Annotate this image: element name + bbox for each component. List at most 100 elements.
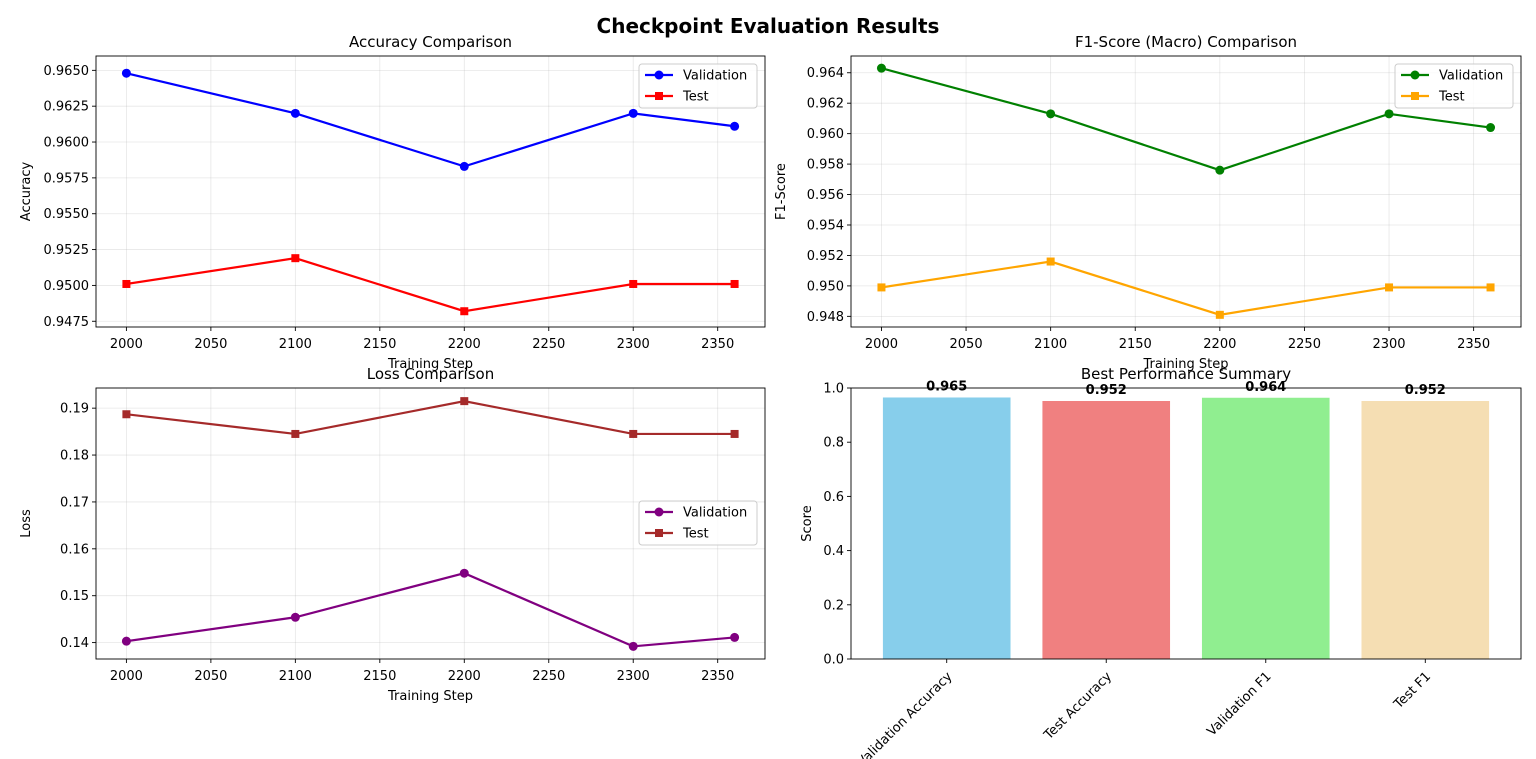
data-point xyxy=(291,429,300,438)
x-tick-label: 2250 xyxy=(532,669,565,684)
legend: Validation Test xyxy=(638,500,758,546)
y-tick-label: 0.15 xyxy=(60,589,89,604)
plot-title: F1-Score (Macro) Comparison xyxy=(1075,33,1297,51)
x-tick-label: 2000 xyxy=(865,337,898,352)
y-tick-label: 0.960 xyxy=(807,127,844,142)
y-tick-label: 0.0 xyxy=(823,653,844,668)
data-point xyxy=(460,397,469,406)
legend-swatch-marker xyxy=(655,92,663,100)
y-tick-label: 0.956 xyxy=(807,188,844,203)
data-point xyxy=(290,612,300,622)
data-point xyxy=(1486,123,1496,133)
bar-test-accuracy xyxy=(1042,401,1171,659)
chart-accuracy: 2000 2050 2100 2150 2200 2250 2300 2350 0.9475 0.… xyxy=(19,33,766,372)
x-tick-label: 2150 xyxy=(363,337,396,352)
x-tick-label: 2000 xyxy=(110,337,143,352)
legend-entry: Validation xyxy=(683,69,747,84)
chart-best: 0.965 0.952 0.964 0.952 0.0 0.2 0.4 0.6 0.8 1.0 Va… xyxy=(800,365,1522,759)
data-point xyxy=(122,410,131,419)
legend-entry: Validation xyxy=(683,506,747,521)
data-point xyxy=(1046,257,1055,266)
bar-validation-f1 xyxy=(1201,397,1330,659)
x-tick-label: 2300 xyxy=(1372,337,1405,352)
plot-frame xyxy=(850,55,1522,328)
x-tick-label: 2100 xyxy=(1034,337,1067,352)
data-point xyxy=(1384,109,1394,119)
chart-loss: 2000 2050 2100 2150 2200 2250 2300 2350 0.14 0.15… xyxy=(19,365,766,704)
chart-f1: 2000 2050 2100 2150 2200 2250 2300 2350 0.948 0.9… xyxy=(774,33,1522,372)
data-point xyxy=(1215,310,1224,319)
data-point xyxy=(1046,109,1056,119)
y-axis-label: Accuracy xyxy=(19,162,34,222)
y-tick-label: 1.0 xyxy=(823,382,844,397)
data-point xyxy=(730,429,739,438)
bar-value-label: 0.952 xyxy=(1086,383,1127,398)
data-point xyxy=(1486,283,1495,292)
y-tick-label: 0.16 xyxy=(60,542,89,557)
legend-swatch-marker xyxy=(1411,92,1419,100)
y-tick-label: 0.2 xyxy=(823,598,844,613)
data-point xyxy=(730,279,739,288)
data-point xyxy=(460,307,469,316)
x-tick-label: Test F1 xyxy=(1391,669,1434,712)
x-tick-label: 2200 xyxy=(448,337,481,352)
plot-title: Accuracy Comparison xyxy=(349,33,512,51)
y-tick-label: 0.9500 xyxy=(44,279,90,294)
legend-swatch-marker xyxy=(655,529,663,537)
series-line-validation xyxy=(126,572,735,648)
x-axis-label: Training Step xyxy=(387,689,473,704)
legend-entry: Test xyxy=(1438,90,1465,105)
y-tick-label: 0.958 xyxy=(807,158,844,173)
data-point xyxy=(730,121,740,131)
bar-value-label: 0.965 xyxy=(926,379,967,394)
y-tick-label: 0.9525 xyxy=(44,243,90,258)
data-point xyxy=(459,568,469,578)
x-tick-label: 2350 xyxy=(701,337,734,352)
bar-test-f1 xyxy=(1361,401,1490,659)
y-tick-label: 0.948 xyxy=(807,310,844,325)
y-tick-label: 0.17 xyxy=(60,495,89,510)
x-tick-label: 2200 xyxy=(1203,337,1236,352)
x-tick-label: 2000 xyxy=(110,669,143,684)
x-axis-label: Training Step xyxy=(1142,357,1228,372)
x-tick-label: 2350 xyxy=(1457,337,1490,352)
plot-frame xyxy=(95,55,766,328)
y-tick-label: 0.18 xyxy=(60,449,89,464)
bar-value-label: 0.964 xyxy=(1245,380,1286,395)
y-tick-label: 0.8 xyxy=(823,436,844,451)
y-tick-label: 0.9625 xyxy=(44,100,90,115)
y-tick-label: 0.9650 xyxy=(44,64,90,79)
y-tick-label: 0.6 xyxy=(823,490,844,505)
data-point xyxy=(291,254,300,263)
data-point xyxy=(877,283,886,292)
data-point xyxy=(290,108,300,118)
x-tick-label: 2050 xyxy=(194,669,227,684)
y-tick-label: 0.19 xyxy=(60,402,89,417)
x-tick-label: Test Accuracy xyxy=(1041,669,1116,744)
y-tick-label: 0.964 xyxy=(807,66,844,81)
y-tick-label: 0.9550 xyxy=(44,207,90,222)
x-tick-label: 2100 xyxy=(279,337,312,352)
y-tick-label: 0.9600 xyxy=(44,136,90,151)
legend-entry: Test xyxy=(682,90,709,105)
series-line-test xyxy=(126,257,735,313)
y-tick-label: 0.950 xyxy=(807,279,844,294)
bar-value-label: 0.952 xyxy=(1405,383,1446,398)
x-tick-label: 2150 xyxy=(363,669,396,684)
legend-swatch-marker xyxy=(654,507,664,517)
y-tick-label: 0.954 xyxy=(807,218,844,233)
y-tick-label: 0.952 xyxy=(807,249,844,264)
data-point xyxy=(459,161,469,171)
x-tick-label: 2100 xyxy=(279,669,312,684)
y-tick-label: 0.962 xyxy=(807,97,844,112)
plot-title: Best Performance Summary xyxy=(1081,365,1291,383)
data-point xyxy=(730,632,740,642)
series-line-test xyxy=(881,260,1491,316)
x-tick-label: 2250 xyxy=(1288,337,1321,352)
data-point xyxy=(121,68,131,78)
y-tick-label: 0.4 xyxy=(823,544,844,559)
legend-entry: Validation xyxy=(1439,69,1503,84)
x-tick-label: 2050 xyxy=(194,337,227,352)
data-point xyxy=(121,636,131,646)
